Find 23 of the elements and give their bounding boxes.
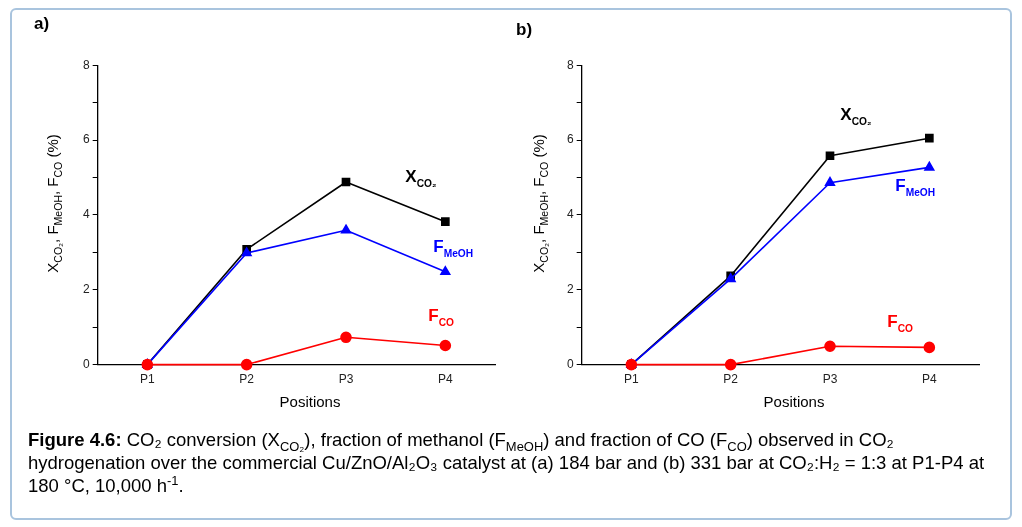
text: Figure 4.6: CO₂ conversion (X$_{CO₂}$), fraction of methanol (F$_{MeOH}$) and fraction of CO (F$_{CO}$) observed in CO₂ hydrogenation over the commercial Cu/ZnO/Al₂O₃ catalyst at (a) 184 bar and (b) 331 bar at CO₂:H₂ = 1:3 at P1-P4 at 180 °C, 10,000 h$^{-1}$.: [28, 429, 985, 496]
x-tick-label: P2: [723, 372, 739, 387]
x-axis-title: Positions: [278, 393, 342, 410]
x-tick-label: P3: [822, 372, 838, 387]
y-tick-label: 0: [82, 356, 90, 371]
chart-title: b): [516, 20, 533, 40]
x-tick-label: P4: [921, 372, 937, 387]
x-tick-label: P1: [624, 372, 639, 387]
x-axis-title: Positions: [762, 393, 826, 410]
y-tick-label: 8: [82, 57, 90, 72]
x-tick-label: P2: [239, 372, 255, 387]
y-tick-label: 2: [82, 282, 90, 297]
y-tick-label: 4: [82, 207, 90, 222]
x-tick-label: P1: [140, 372, 155, 387]
y-tick-label: 6: [566, 132, 574, 147]
y-tick-label: 4: [566, 207, 574, 222]
x-tick-label: P4: [437, 372, 453, 387]
y-tick-label: 8: [566, 57, 574, 72]
x-tick-label: P3: [338, 372, 354, 387]
y-tick-label: 2: [566, 282, 574, 297]
y-tick-label: 6: [82, 132, 90, 147]
y-tick-label: 0: [566, 356, 574, 371]
chart-title: a): [34, 14, 50, 34]
